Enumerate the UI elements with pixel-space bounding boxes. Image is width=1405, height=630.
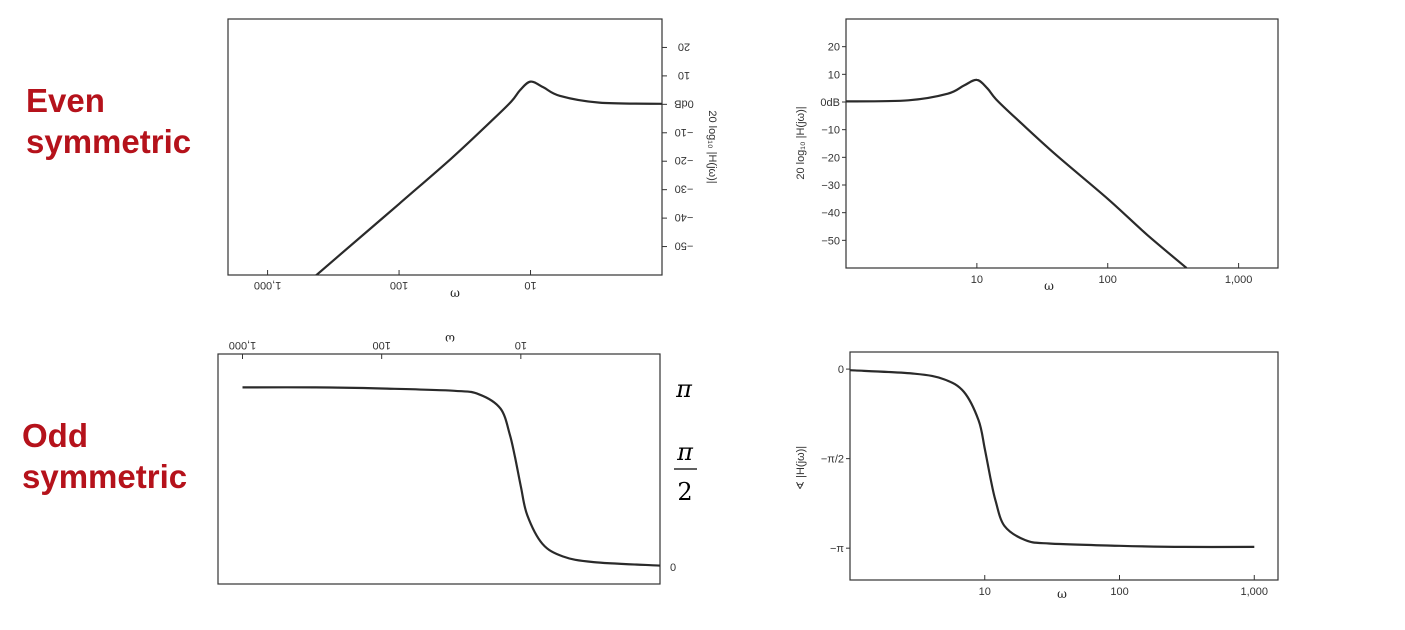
y-tick-label: −50: [675, 240, 694, 252]
y-tick-label: −20: [675, 154, 694, 166]
x-tick-label: 100: [1099, 274, 1117, 286]
row-label-even-line1: Even: [26, 82, 105, 119]
x-tick-label: 1,000: [254, 279, 282, 291]
y-tick-label: 10: [678, 69, 690, 81]
series-line: [846, 78, 1188, 268]
x-tick-label: 10: [979, 586, 991, 598]
y-tick-label: 10: [828, 69, 840, 81]
y-tick-label: 0: [838, 364, 844, 376]
y-axis-label: 20 log₁₀ |H(jω)|: [795, 106, 807, 179]
y-tick-label: −20: [821, 152, 840, 164]
y-tick-label: −50: [821, 235, 840, 247]
series-line: [242, 386, 660, 567]
chart-even-mirrored: 10 100 1,000 ω 20 10 0dB −10 −20 −30 −40 −50 20 log₁…: [227, 18, 718, 300]
x-axis-label: ω: [1057, 587, 1067, 601]
x-tick-label: 100: [390, 279, 408, 291]
chart-odd-normal: 10 100 1,000 ω 0 −π/2 −π ∢ |H(jω)|: [795, 351, 1279, 601]
series-line: [850, 369, 1255, 549]
y-tick-label: 0dB: [674, 97, 694, 109]
plot-frame: [849, 351, 1279, 581]
chart-even-normal: 10 100 1,000 ω 20 10 0dB −10 −20 −30 −40 −50 20 log₁…: [795, 18, 1279, 293]
series-line: [314, 80, 662, 275]
x-tick-label: 10: [524, 279, 536, 291]
x-axis-label: ω: [1044, 279, 1054, 293]
x-tick-label: 100: [1110, 586, 1128, 598]
y-tick-label: −30: [675, 183, 694, 195]
y-label-pi-half-denominator: 2: [677, 478, 692, 506]
x-tick-label: 1,000: [1241, 586, 1269, 598]
row-label-odd: Odd symmetric: [22, 415, 187, 497]
y-tick-label: −10: [821, 125, 840, 137]
chart-odd-mirrored: 10 100 1,000 ω 0 π π 2: [217, 332, 697, 585]
x-axis-label: ω: [450, 286, 460, 300]
y-tick-label: −30: [821, 180, 840, 192]
plot-frame: [217, 353, 661, 585]
y-label-pi: π: [675, 375, 693, 403]
x-tick-label: 10: [515, 339, 527, 351]
y-axis-label: ∢ |H(jω)|: [795, 446, 807, 490]
y-label-pi-half-numerator: π: [676, 438, 694, 466]
y-tick-label: −40: [675, 211, 694, 223]
x-tick-label: 10: [971, 274, 983, 286]
plot-frame: [845, 18, 1279, 269]
row-label-odd-line1: Odd: [22, 417, 88, 454]
x-tick-label: 1,000: [229, 339, 257, 351]
y-tick-label: −10: [675, 126, 694, 138]
y-tick-label: −π: [830, 543, 844, 555]
row-label-even-line2: symmetric: [26, 123, 192, 160]
x-tick-label: 100: [372, 339, 390, 351]
plot-frame: [227, 18, 663, 276]
y-axis-label: 20 log₁₀ |H(jω)|: [706, 110, 718, 183]
y-tick-label: −π/2: [821, 454, 844, 466]
y-tick-label: −40: [821, 208, 840, 220]
y-tick-label: 0: [670, 562, 676, 574]
row-label-odd-line2: symmetric: [22, 458, 188, 495]
y-tick-label: 20: [678, 40, 690, 52]
y-tick-label: 20: [828, 42, 840, 54]
row-label-even: Even symmetric: [26, 80, 191, 162]
x-axis-label: ω: [445, 332, 455, 346]
y-tick-label: 0dB: [820, 97, 840, 109]
x-tick-label: 1,000: [1225, 274, 1253, 286]
